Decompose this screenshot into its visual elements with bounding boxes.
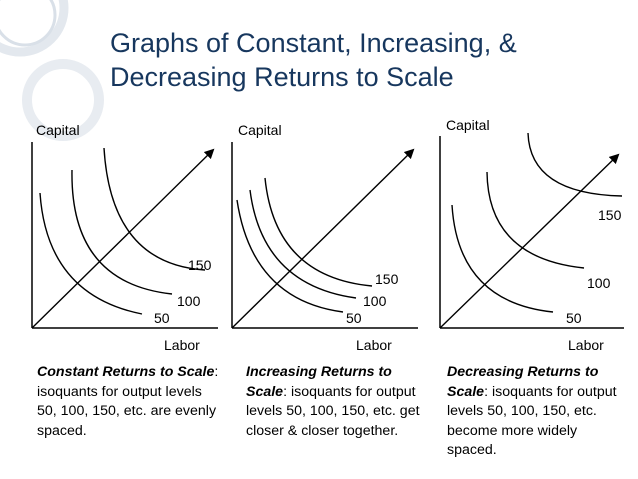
caption-text: : isoquants for output levels 50, 100, 1… [37,364,219,439]
isoquant-150 [264,177,373,287]
caption-decreasing: Decreasing Returns to Scale: isoquants f… [447,363,617,461]
isoquant-label-150: 150 [375,271,399,287]
isoquant-100 [249,189,357,299]
expansion-ray [439,153,620,329]
title-line-2: Decreasing Returns to Scale [110,62,454,92]
isoquant-label-150: 150 [188,257,212,273]
y-axis-label: Capital [238,122,282,138]
isoquant-150 [527,132,623,197]
title-line-1: Graphs of Constant, Increasing, & [110,28,517,58]
isoquant-label-50: 50 [346,310,362,326]
graph-constant: Capital Labor 50 100 150 [31,122,218,353]
isoquant-50 [236,199,344,313]
isoquant-100 [486,171,585,269]
y-axis-label: Capital [36,122,80,138]
isoquant-label-100: 100 [587,275,611,291]
caption-increasing: Increasing Returns to Scale: isoquants f… [246,363,431,441]
caption-text: : isoquants for output levels 50, 100, 1… [447,383,617,459]
expansion-ray [231,148,415,329]
graph-increasing: Capital Labor 50 100 150 [231,122,418,353]
x-axis-label: Labor [164,337,200,353]
x-axis-label: Labor [568,337,604,353]
caption-lead: Constant Returns to Scale [37,364,215,380]
isoquant-150 [103,147,206,271]
decorative-circles [0,0,104,141]
caption-lead: Decreasing Returns to Scale [447,364,599,400]
isoquant-label-150: 150 [598,207,622,223]
caption-lead: Increasing Returns to Scale [246,364,392,400]
graph-decreasing: Capital Labor 50 100 150 [439,117,624,353]
x-axis-label: Labor [356,337,392,353]
isoquant-label-50: 50 [566,310,582,326]
slide-title: Graphs of Constant, Increasing, & Decrea… [110,26,630,94]
caption-constant: Constant Returns to Scale: isoquants for… [37,363,222,441]
isoquant-50 [39,192,143,315]
y-axis-label: Capital [446,117,490,133]
isoquant-label-100: 100 [177,293,201,309]
isoquant-label-50: 50 [154,310,170,326]
caption-text: : isoquants for output levels 50, 100, 1… [246,383,420,439]
expansion-ray [31,148,215,329]
isoquant-label-100: 100 [363,293,387,309]
isoquant-50 [451,204,554,313]
isoquant-100 [71,169,173,295]
